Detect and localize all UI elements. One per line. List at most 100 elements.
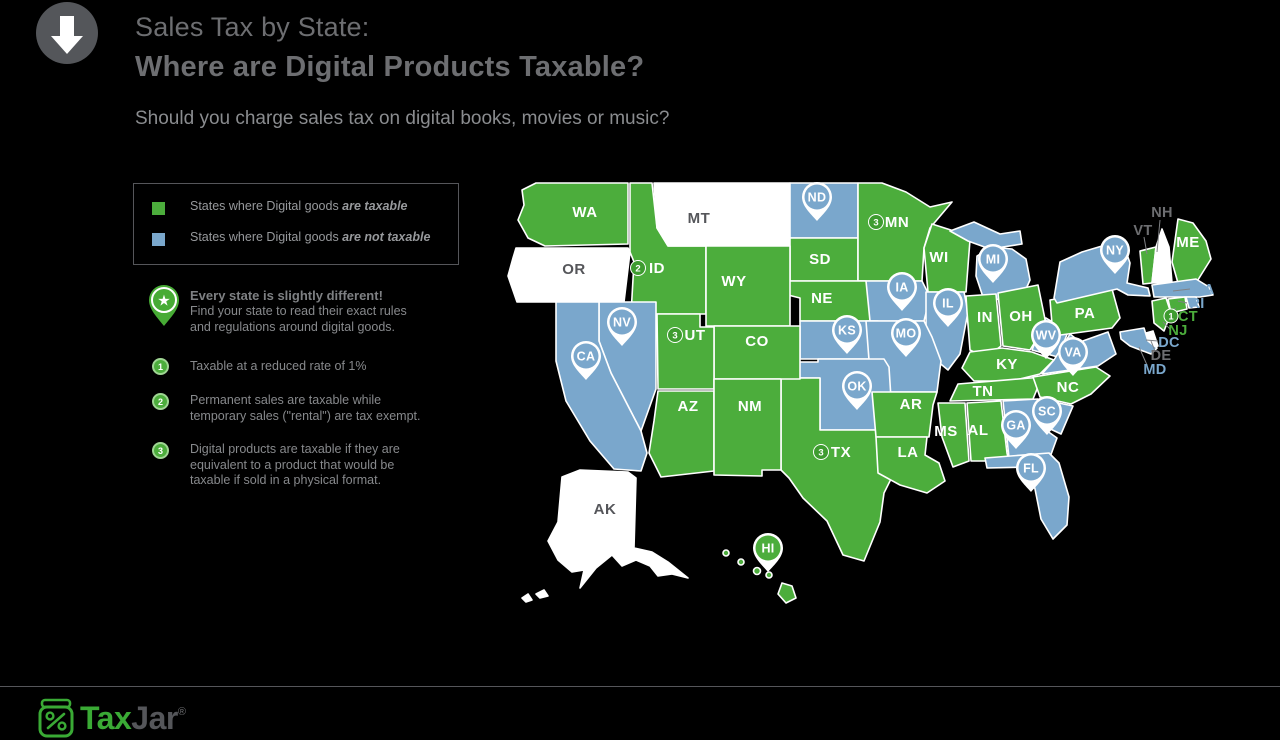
- state-TX: [780, 377, 902, 562]
- marker-note-CT: 1 CT: [1163, 308, 1198, 325]
- pin-NV: NV: [607, 307, 637, 346]
- header: Sales Tax by State: Where are Digital Pr…: [135, 12, 644, 84]
- label-SD: SD: [809, 251, 831, 268]
- pin-ND: ND: [802, 182, 832, 221]
- registered-mark: ®: [177, 706, 186, 718]
- label-MD: MD: [1143, 362, 1166, 378]
- svg-text:3: 3: [818, 448, 823, 459]
- state-LA: [875, 436, 946, 494]
- svg-text:FL: FL: [1023, 462, 1039, 476]
- label-MT: MT: [688, 210, 711, 227]
- state-FL: [984, 452, 1070, 540]
- pin-CA: CA: [571, 341, 601, 380]
- page-title-line1: Sales Tax by State:: [135, 12, 370, 42]
- pin-MO: MO: [891, 318, 921, 357]
- footnote-3: Digital products are taxable if they are…: [190, 442, 400, 487]
- page-subtitle: Should you charge sales tax on digital b…: [135, 108, 670, 129]
- leader-MA: [1172, 288, 1191, 292]
- svg-text:MO: MO: [896, 327, 917, 341]
- state-WA: [517, 182, 629, 247]
- callout-line1: Find your state to read their exact rule…: [190, 304, 407, 318]
- pin-NY: NY: [1100, 235, 1130, 274]
- label-MA: MA: [1191, 282, 1214, 298]
- footer-divider: [0, 686, 1280, 687]
- state-MA: [1151, 278, 1214, 298]
- label-NM: NM: [738, 398, 762, 415]
- label-AL: AL: [968, 422, 989, 439]
- svg-text:NY: NY: [1106, 244, 1124, 258]
- label-DC: DC: [1158, 335, 1180, 351]
- label-NC: NC: [1057, 379, 1080, 396]
- footnote-1-badge: 1: [152, 358, 169, 375]
- svg-text:KS: KS: [838, 324, 856, 338]
- taxjar-logo-jar: Jar: [131, 700, 178, 736]
- label-RI: RI: [1189, 296, 1204, 312]
- label-PA: PA: [1075, 305, 1096, 322]
- pin-HI: HI: [753, 533, 783, 572]
- state-AK: [547, 469, 689, 589]
- svg-text:NV: NV: [613, 316, 631, 330]
- down-arrow-icon: [51, 16, 83, 54]
- leader-DE: [1150, 340, 1156, 352]
- pin-IL: IL: [933, 288, 963, 327]
- star-pin-icon: ★: [149, 285, 179, 326]
- pin-MI: MI: [978, 244, 1008, 283]
- pin-SC: SC: [1032, 396, 1062, 435]
- state-AR: [871, 391, 938, 438]
- us-map: WA OR MT WY CO AZ NM SD NE WI IN OH PA K…: [507, 182, 1215, 604]
- download-icon[interactable]: [36, 2, 98, 66]
- pin-WV: WV: [1031, 320, 1061, 359]
- label-NE: NE: [811, 290, 833, 307]
- state-NH: [1151, 228, 1173, 284]
- svg-text:IL: IL: [942, 297, 954, 311]
- label-ME: ME: [1176, 234, 1200, 251]
- label-AK: AK: [594, 501, 617, 518]
- footnote-1: Taxable at a reduced rate of 1%: [190, 359, 367, 373]
- label-OR: OR: [562, 261, 586, 278]
- label-WY: WY: [721, 273, 746, 290]
- legend-swatch-not-taxable: [152, 233, 165, 246]
- label-UT: UT: [685, 327, 706, 344]
- label-WI: WI: [929, 249, 948, 266]
- label-CT: CT: [1178, 309, 1198, 325]
- label-NH: NH: [1151, 205, 1173, 221]
- label-VT: VT: [1133, 223, 1152, 239]
- pin-IA: IA: [887, 272, 917, 311]
- legend-swatch-taxable: [152, 202, 165, 215]
- state-HI-island: [752, 566, 762, 576]
- state-HI-island: [722, 549, 730, 557]
- svg-text:WV: WV: [1036, 329, 1057, 343]
- pin-GA: GA: [1001, 410, 1031, 449]
- svg-text:1: 1: [1168, 312, 1174, 323]
- taxjar-jar-icon[interactable]: [36, 697, 76, 739]
- svg-text:SC: SC: [1038, 405, 1056, 419]
- state-MT: [653, 182, 791, 247]
- state-HI-island: [777, 582, 797, 604]
- leader-RI: [1177, 300, 1188, 304]
- taxjar-logo[interactable]: TaxJar®: [80, 700, 186, 737]
- label-LA: LA: [898, 444, 919, 461]
- svg-text:VA: VA: [1064, 346, 1081, 360]
- svg-text:3: 3: [672, 331, 677, 342]
- footnote-2-badge: 2: [152, 393, 169, 410]
- label-AR: AR: [900, 396, 923, 413]
- svg-text:GA: GA: [1006, 419, 1025, 433]
- page-title-line2: Where are Digital Products Taxable?: [135, 51, 645, 83]
- state-AK-island: [521, 593, 533, 603]
- label-WA: WA: [572, 204, 597, 221]
- svg-text:CA: CA: [577, 350, 596, 364]
- svg-text:2: 2: [635, 264, 640, 275]
- marker-note-UT: 3 UT: [667, 327, 706, 344]
- label-MS: MS: [934, 423, 958, 440]
- leader-DC: [1145, 339, 1159, 342]
- svg-text:OK: OK: [847, 380, 866, 394]
- state-HI-island: [737, 558, 745, 566]
- callout: Every state is slightly different! Find …: [190, 288, 450, 335]
- label-CO: CO: [745, 333, 769, 350]
- pin-OK: OK: [842, 371, 872, 410]
- callout-title: Every state is slightly different!: [190, 288, 383, 303]
- state-NM: [713, 378, 782, 477]
- label-TN: TN: [973, 383, 994, 400]
- leader-VT: [1143, 236, 1148, 255]
- label-MN: MN: [885, 214, 909, 231]
